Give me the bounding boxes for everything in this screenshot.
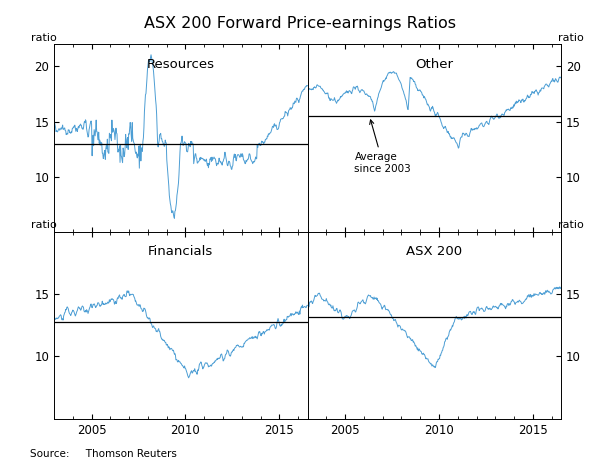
Text: ASX 200: ASX 200 [406,245,463,258]
Text: ratio: ratio [558,33,584,43]
Text: ratio: ratio [558,220,584,230]
Text: Source:     Thomson Reuters: Source: Thomson Reuters [30,449,177,459]
Text: Financials: Financials [148,245,214,258]
Text: ratio: ratio [31,220,57,230]
Text: Resources: Resources [147,58,215,71]
Text: Other: Other [415,58,453,71]
Text: ASX 200 Forward Price-earnings Ratios: ASX 200 Forward Price-earnings Ratios [144,16,456,31]
Text: ratio: ratio [31,33,57,43]
Text: Average
since 2003: Average since 2003 [355,120,411,174]
